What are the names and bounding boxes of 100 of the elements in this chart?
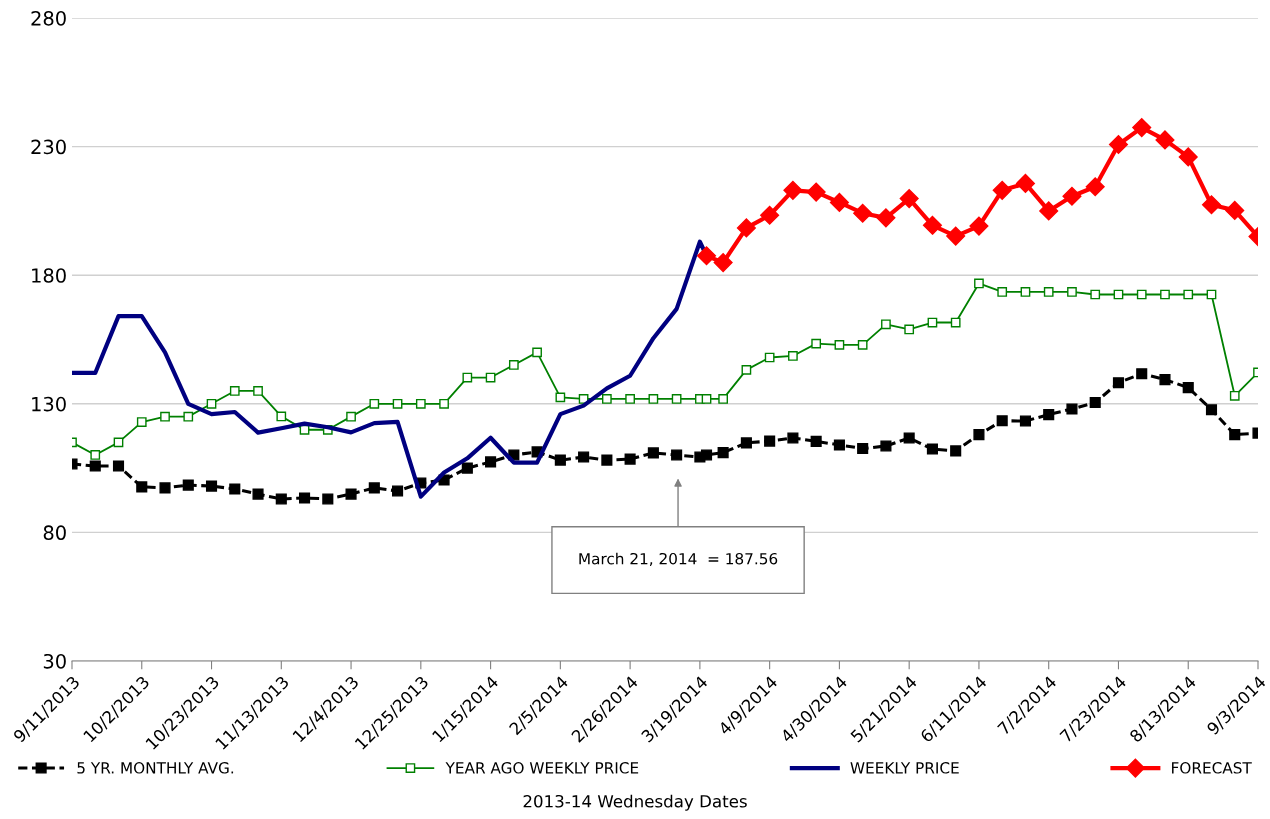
point <box>275 493 287 505</box>
point <box>696 246 717 266</box>
point <box>853 203 873 223</box>
point <box>1043 409 1055 421</box>
point <box>713 253 733 273</box>
point <box>880 440 892 452</box>
point <box>876 208 896 228</box>
point <box>806 182 826 202</box>
point <box>532 347 542 358</box>
point <box>834 340 845 350</box>
point <box>112 460 125 472</box>
point <box>1205 404 1218 416</box>
point <box>760 205 780 225</box>
point <box>950 317 961 328</box>
y-tick-label: 130 <box>32 396 66 412</box>
point <box>857 442 869 455</box>
point <box>736 218 756 238</box>
point <box>624 453 636 465</box>
point <box>950 445 962 457</box>
point <box>764 352 775 363</box>
point <box>1159 374 1171 386</box>
point <box>1201 195 1222 215</box>
point <box>462 372 473 383</box>
point <box>1020 287 1031 297</box>
point <box>346 411 356 422</box>
point <box>829 192 849 212</box>
point <box>700 449 713 461</box>
point <box>787 432 799 444</box>
point <box>461 462 473 474</box>
x-axis-title: 2013-14 Wednesday Dates <box>523 794 747 811</box>
point <box>345 488 357 500</box>
point <box>601 454 613 466</box>
point <box>833 439 845 451</box>
point <box>415 398 426 409</box>
point <box>508 360 519 370</box>
legend-label: WEEKLY PRICE <box>850 762 959 774</box>
point <box>946 226 966 246</box>
point <box>671 394 682 404</box>
point <box>229 483 241 495</box>
legend-label: YEAR AGO WEEKLY PRICE <box>445 762 639 774</box>
point <box>368 482 380 494</box>
point <box>1085 177 1105 197</box>
point <box>904 324 915 335</box>
point <box>811 338 822 349</box>
point <box>89 460 101 472</box>
point <box>1019 415 1032 427</box>
point <box>701 394 712 404</box>
point <box>1015 173 1035 193</box>
point <box>392 485 404 497</box>
point <box>253 386 263 396</box>
point <box>1155 130 1175 150</box>
point <box>1136 289 1147 300</box>
point <box>1090 289 1101 300</box>
point <box>369 398 380 409</box>
point <box>973 429 985 441</box>
y-tick-label: 30 <box>43 653 66 669</box>
point <box>1182 382 1194 394</box>
point <box>1229 390 1240 401</box>
point <box>899 189 919 209</box>
y-tick-label: 280 <box>31 10 66 26</box>
point <box>136 417 147 427</box>
point <box>1229 429 1241 441</box>
point <box>1039 201 1059 221</box>
point <box>926 443 938 455</box>
point <box>997 287 1008 297</box>
point <box>136 481 148 493</box>
point <box>974 278 984 289</box>
point <box>578 451 590 463</box>
y-tick-label: 230 <box>31 139 66 155</box>
point <box>992 180 1012 200</box>
point <box>555 392 566 403</box>
point <box>1183 289 1194 300</box>
point <box>717 447 729 459</box>
point <box>718 394 728 404</box>
point <box>252 488 264 500</box>
y-tick-label: 180 <box>32 268 66 283</box>
annotation: March 21, 2014 = 187.56 <box>579 552 778 567</box>
point <box>1089 396 1101 409</box>
point <box>1067 287 1077 297</box>
point <box>1136 368 1148 380</box>
point <box>182 479 194 491</box>
point <box>485 456 497 468</box>
point <box>922 215 942 235</box>
point <box>1225 200 1245 220</box>
legend-label: 5 YR. MONTHLY AVG. <box>77 762 234 774</box>
point <box>206 398 217 409</box>
point <box>788 351 798 361</box>
point <box>764 435 776 447</box>
point <box>647 447 659 459</box>
point <box>90 450 101 460</box>
point <box>160 411 170 422</box>
point <box>1108 135 1129 155</box>
point <box>740 437 752 449</box>
point <box>1043 287 1054 297</box>
point <box>276 411 287 422</box>
point <box>741 364 752 375</box>
point <box>1112 377 1125 389</box>
point <box>1062 186 1082 206</box>
point <box>881 319 891 330</box>
point <box>322 493 334 505</box>
